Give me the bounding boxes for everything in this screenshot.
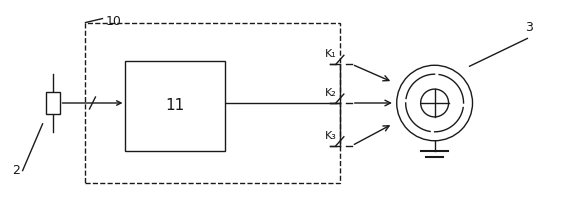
Polygon shape — [45, 92, 59, 114]
Text: 3: 3 — [526, 21, 534, 34]
Text: 2: 2 — [12, 165, 20, 178]
Text: K₃: K₃ — [325, 131, 337, 141]
Circle shape — [421, 89, 449, 117]
Circle shape — [397, 65, 472, 141]
Text: K₁: K₁ — [325, 49, 337, 59]
Text: 10: 10 — [105, 15, 121, 28]
Text: K₂: K₂ — [325, 88, 337, 98]
Text: 11: 11 — [165, 98, 185, 114]
Polygon shape — [126, 61, 225, 151]
